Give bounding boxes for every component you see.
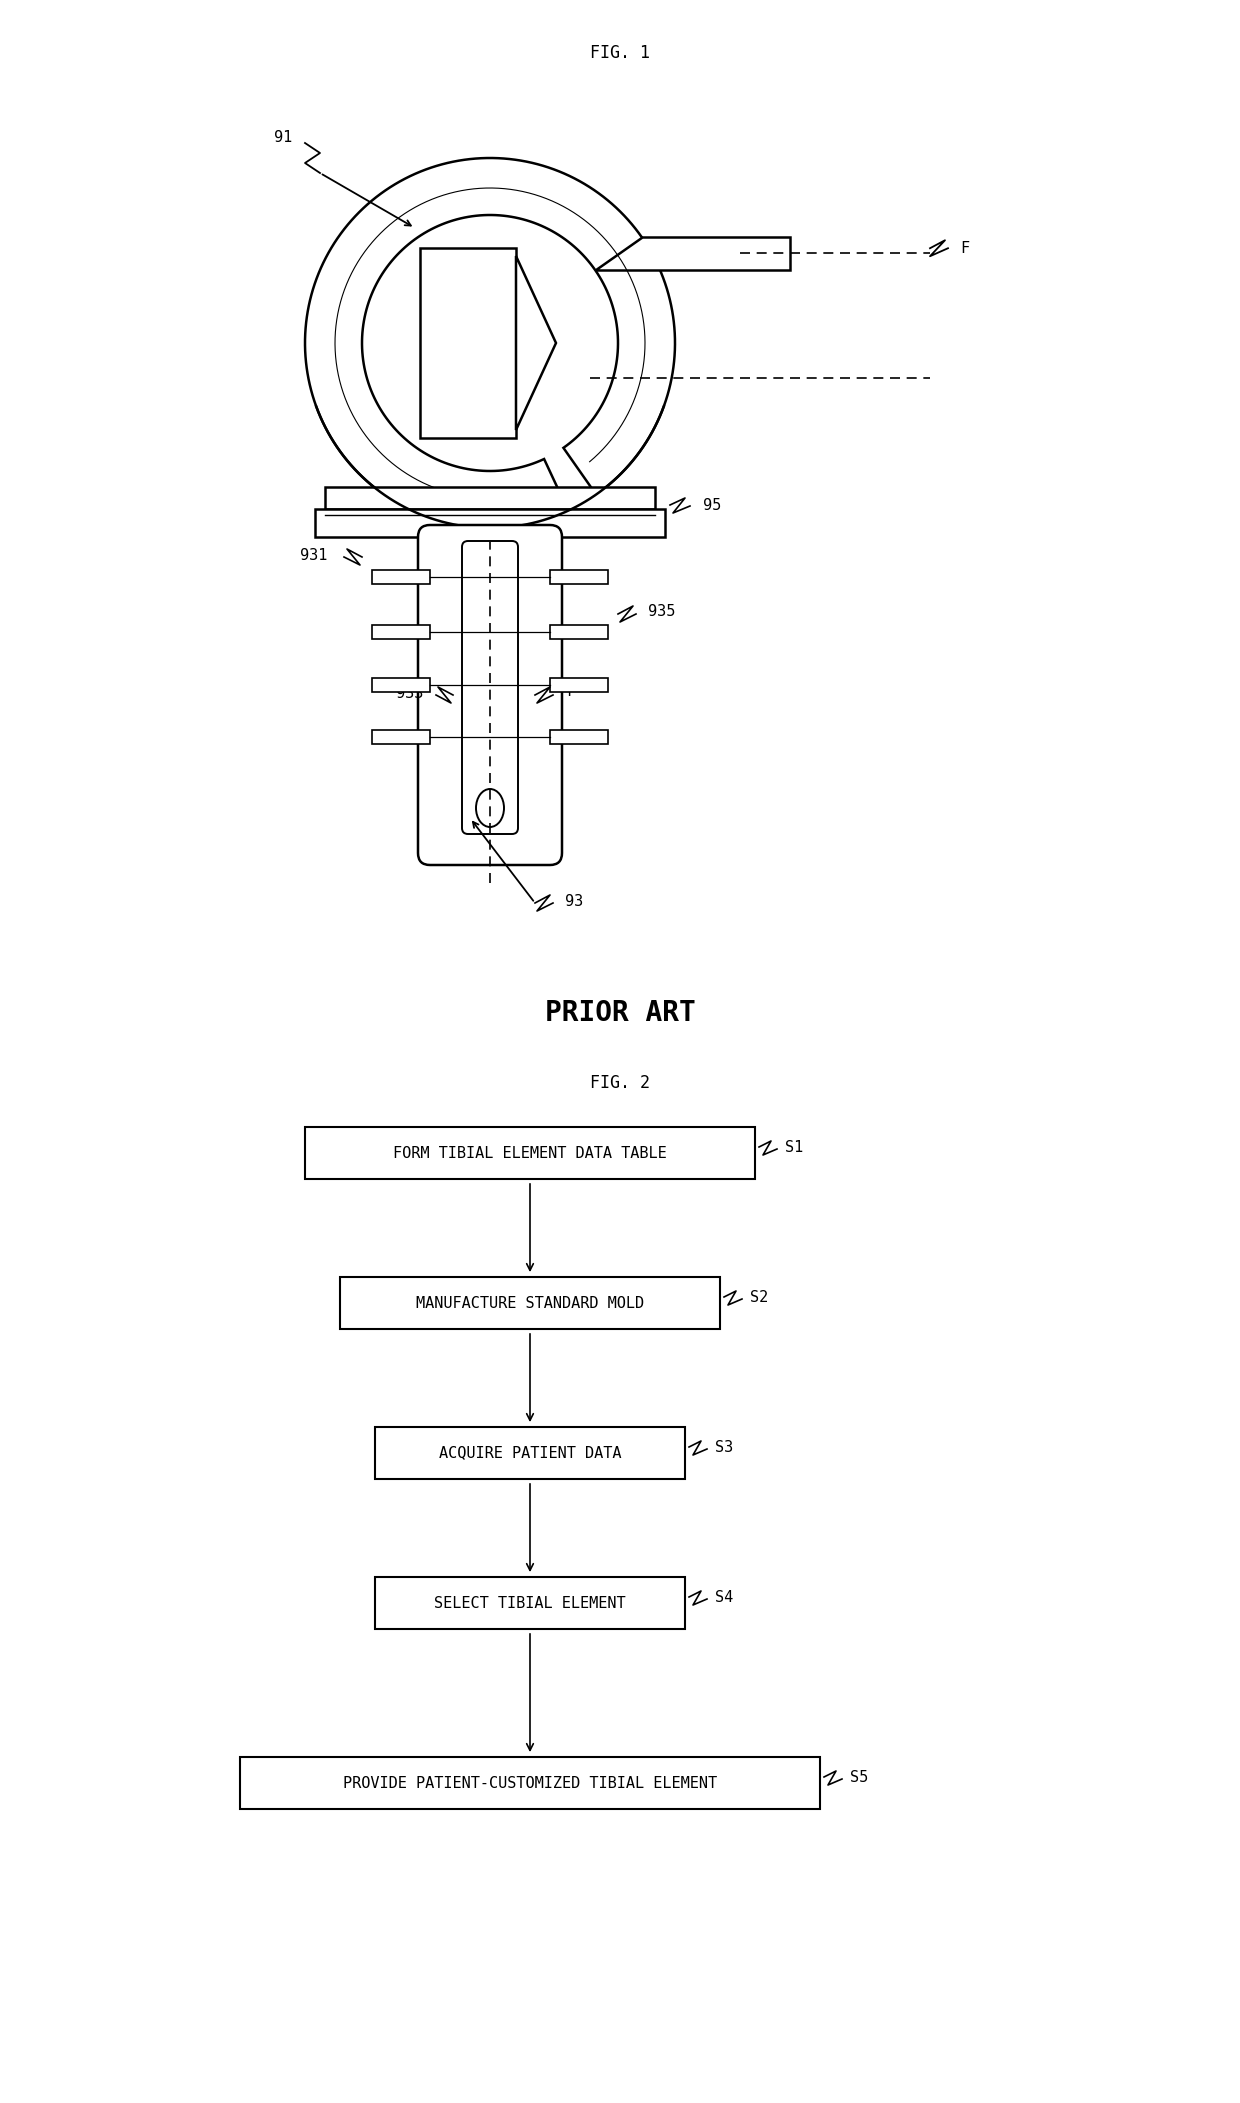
- Bar: [372, 677, 430, 692]
- Text: PRIOR ART: PRIOR ART: [544, 999, 696, 1026]
- Text: S3: S3: [715, 1441, 733, 1455]
- Polygon shape: [595, 238, 790, 269]
- Text: 931: 931: [300, 547, 327, 562]
- Text: F: F: [960, 240, 970, 257]
- Polygon shape: [516, 257, 556, 429]
- Bar: [551, 570, 608, 585]
- Bar: [325, 488, 655, 509]
- Polygon shape: [305, 158, 675, 528]
- Text: S1: S1: [785, 1140, 804, 1155]
- Text: 935: 935: [649, 604, 676, 620]
- Text: PROVIDE PATIENT-CUSTOMIZED TIBIAL ELEMENT: PROVIDE PATIENT-CUSTOMIZED TIBIAL ELEMEN…: [343, 1775, 717, 1790]
- FancyBboxPatch shape: [418, 526, 562, 864]
- FancyBboxPatch shape: [463, 540, 518, 835]
- Bar: [374, 1577, 684, 1630]
- Text: 91: 91: [274, 130, 293, 145]
- Text: FIG. 1: FIG. 1: [590, 44, 650, 61]
- Text: T: T: [565, 683, 574, 698]
- Bar: [420, 248, 516, 437]
- Bar: [374, 1428, 684, 1478]
- Bar: [551, 625, 608, 639]
- Text: S2: S2: [750, 1291, 769, 1306]
- Text: MANUFACTURE STANDARD MOLD: MANUFACTURE STANDARD MOLD: [415, 1295, 644, 1310]
- Bar: [315, 509, 665, 536]
- Ellipse shape: [476, 789, 503, 826]
- Text: 95: 95: [703, 498, 722, 513]
- Text: 93: 93: [565, 894, 583, 908]
- Text: 933: 933: [396, 686, 423, 700]
- Text: S4: S4: [715, 1590, 733, 1605]
- Bar: [372, 625, 430, 639]
- Text: S5: S5: [849, 1771, 868, 1785]
- Bar: [372, 570, 430, 585]
- Text: ACQUIRE PATIENT DATA: ACQUIRE PATIENT DATA: [439, 1445, 621, 1459]
- Text: FORM TIBIAL ELEMENT DATA TABLE: FORM TIBIAL ELEMENT DATA TABLE: [393, 1146, 667, 1161]
- Text: SELECT TIBIAL ELEMENT: SELECT TIBIAL ELEMENT: [434, 1596, 626, 1611]
- Bar: [241, 1756, 820, 1809]
- Bar: [340, 1277, 720, 1329]
- Bar: [551, 677, 608, 692]
- Bar: [551, 730, 608, 744]
- Bar: [305, 1127, 755, 1180]
- Bar: [372, 730, 430, 744]
- Text: FIG. 2: FIG. 2: [590, 1075, 650, 1091]
